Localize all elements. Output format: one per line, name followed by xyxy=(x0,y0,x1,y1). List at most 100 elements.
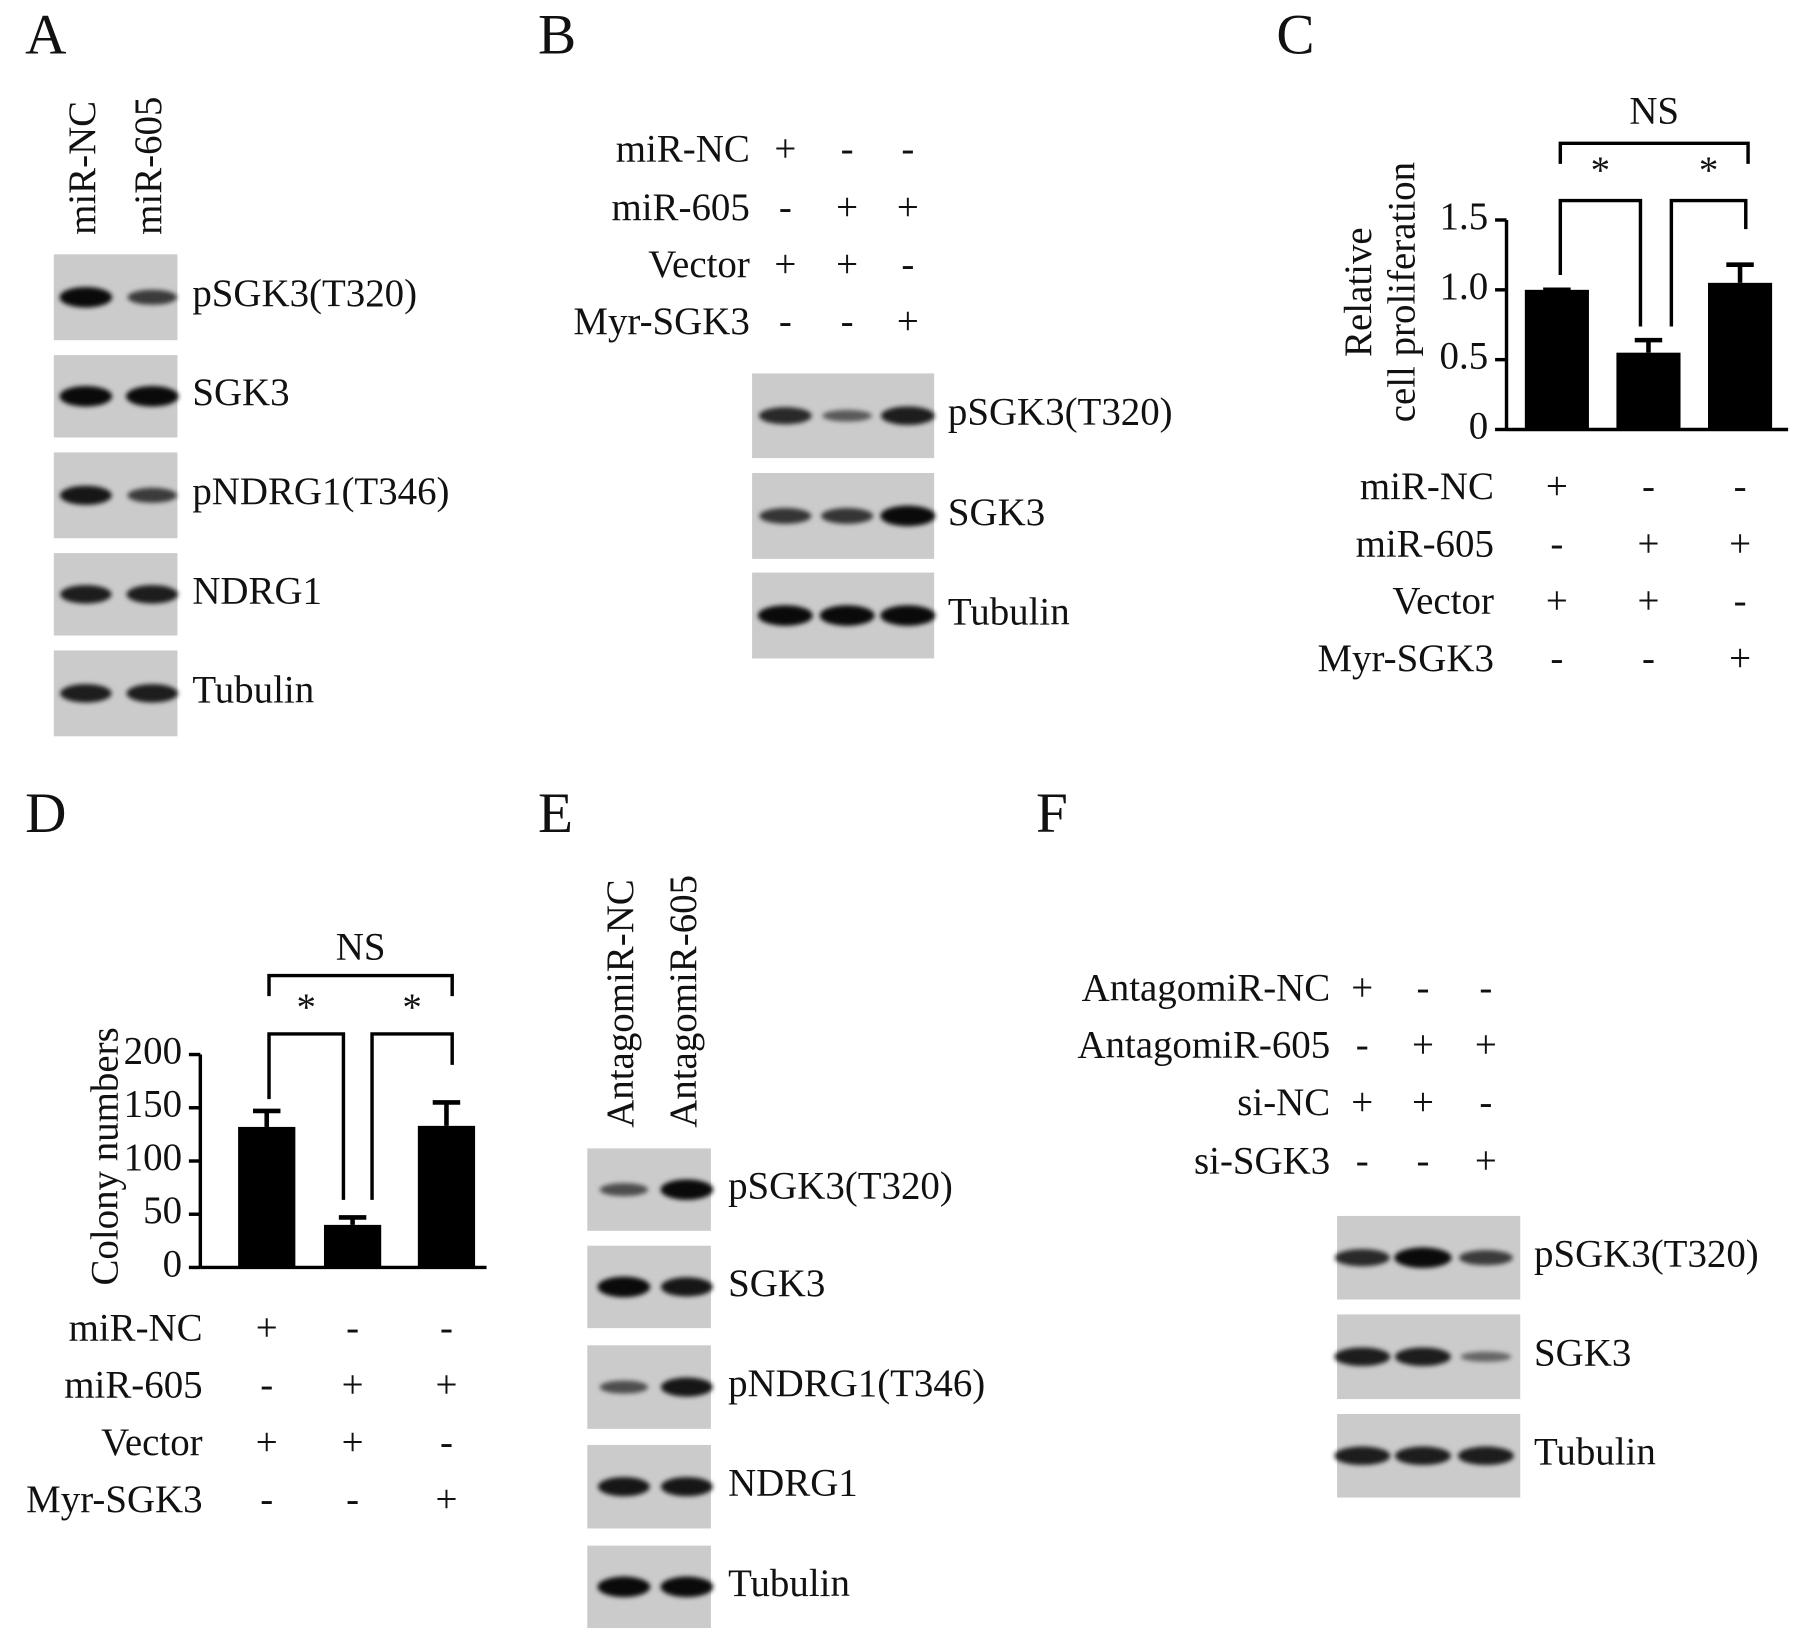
condition-sign: - xyxy=(1356,1024,1369,1067)
condition-sign: - xyxy=(440,1307,453,1350)
bar xyxy=(417,1125,476,1268)
condition-sign: + xyxy=(836,186,858,229)
band xyxy=(1394,1247,1452,1269)
band xyxy=(821,508,874,524)
band xyxy=(59,485,112,505)
band xyxy=(757,605,813,626)
band xyxy=(1334,1446,1391,1466)
significance-label: * xyxy=(296,986,315,1029)
condition-sign: + xyxy=(1729,637,1751,680)
lane-label: miR-605 xyxy=(127,97,170,235)
band xyxy=(822,409,872,422)
band-label: SGK3 xyxy=(1534,1332,1631,1375)
condition-label: Myr-SGK3 xyxy=(26,1478,202,1521)
band xyxy=(1460,1351,1512,1362)
significance-bracket xyxy=(1558,198,1643,327)
band-label: pSGK3(T320) xyxy=(948,391,1173,434)
significance-bracket xyxy=(267,973,454,997)
panel-letter: B xyxy=(538,3,576,66)
y-tick-label: 1.0 xyxy=(1440,265,1489,308)
band-label: NDRG1 xyxy=(192,569,322,612)
band xyxy=(599,1183,649,1197)
significance-bracket xyxy=(1669,198,1748,327)
y-tick-label: 0 xyxy=(1469,404,1488,447)
condition-sign: + xyxy=(1475,1139,1497,1182)
y-axis-label: cell proliferation xyxy=(1381,162,1424,422)
band xyxy=(60,684,112,703)
y-axis-label: Relative xyxy=(1337,227,1380,357)
band xyxy=(127,289,178,305)
panel-letter: D xyxy=(25,782,66,845)
condition-sign: + xyxy=(256,1421,278,1464)
band xyxy=(597,1576,651,1598)
panel-letter: C xyxy=(1276,3,1314,66)
condition-label: Vector xyxy=(648,243,750,286)
condition-sign: - xyxy=(260,1364,273,1407)
band xyxy=(127,487,178,503)
condition-label: si-NC xyxy=(1237,1081,1330,1124)
band xyxy=(759,508,812,524)
band xyxy=(660,1477,713,1497)
significance-bracket xyxy=(1558,141,1750,164)
y-tick-label: 1.5 xyxy=(1440,195,1489,238)
band xyxy=(660,1377,713,1397)
band xyxy=(125,385,179,407)
condition-sign: + xyxy=(435,1478,457,1521)
band xyxy=(126,585,178,604)
condition-label: miR-605 xyxy=(611,186,749,229)
band-label: SGK3 xyxy=(192,371,289,414)
y-axis-label: Colony numbers xyxy=(84,1027,127,1285)
significance-label: NS xyxy=(1629,90,1679,133)
condition-sign: - xyxy=(1416,967,1429,1010)
condition-label: Vector xyxy=(1392,580,1494,623)
band-label: pSGK3(T320) xyxy=(728,1165,953,1208)
y-tick-label: 0 xyxy=(163,1242,182,1285)
band-label: pNDRG1(T346) xyxy=(192,470,449,513)
condition-sign: + xyxy=(1475,1024,1497,1067)
band-label: Tubulin xyxy=(728,1562,850,1605)
condition-label: miR-NC xyxy=(69,1307,203,1350)
condition-sign: + xyxy=(1637,522,1659,565)
lane-label: AntagomiR-NC xyxy=(599,879,642,1128)
condition-sign: + xyxy=(1351,1081,1373,1124)
condition-sign: + xyxy=(897,300,919,343)
condition-sign: + xyxy=(1412,1081,1434,1124)
condition-sign: - xyxy=(440,1421,453,1464)
condition-label: miR-605 xyxy=(1356,522,1494,565)
bar xyxy=(238,1126,296,1268)
condition-sign: + xyxy=(1637,580,1659,623)
band-label: SGK3 xyxy=(948,491,1045,534)
band-label: Tubulin xyxy=(1534,1431,1656,1474)
condition-sign: + xyxy=(256,1307,278,1350)
band xyxy=(1334,1249,1390,1267)
condition-sign: - xyxy=(1356,1139,1369,1182)
condition-sign: + xyxy=(774,243,796,286)
condition-sign: + xyxy=(1546,580,1568,623)
bar xyxy=(323,1224,382,1268)
condition-sign: - xyxy=(260,1478,273,1521)
condition-sign: + xyxy=(836,243,858,286)
condition-sign: + xyxy=(1729,522,1751,565)
condition-label: miR-NC xyxy=(1360,465,1494,508)
condition-sign: - xyxy=(346,1478,359,1521)
band-label: pSGK3(T320) xyxy=(1534,1233,1759,1276)
band xyxy=(597,1276,651,1298)
band xyxy=(660,1576,714,1598)
band xyxy=(59,385,113,407)
significance-label: * xyxy=(1699,149,1718,192)
condition-sign: + xyxy=(897,186,919,229)
band-label: SGK3 xyxy=(728,1262,825,1305)
panel-letter: A xyxy=(25,3,66,66)
condition-label: si-SGK3 xyxy=(1194,1139,1330,1182)
band-label: NDRG1 xyxy=(728,1462,858,1505)
condition-sign: - xyxy=(1479,1081,1492,1124)
y-tick-label: 100 xyxy=(124,1136,182,1179)
condition-sign: - xyxy=(1416,1139,1429,1182)
lane-label: miR-NC xyxy=(61,101,104,235)
bar xyxy=(1707,282,1773,430)
condition-sign: - xyxy=(901,243,914,286)
condition-sign: - xyxy=(1734,580,1747,623)
condition-sign: + xyxy=(1351,967,1373,1010)
condition-sign: + xyxy=(342,1364,364,1407)
